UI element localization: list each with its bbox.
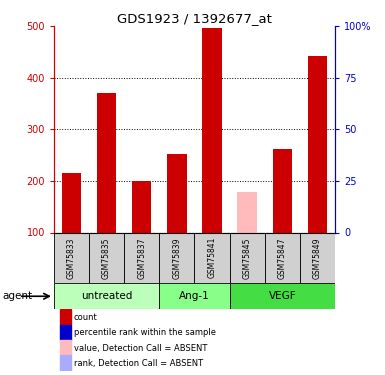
Bar [124, 232, 159, 283]
Text: GSM75835: GSM75835 [102, 237, 111, 279]
Bar [62, 173, 81, 232]
Title: GDS1923 / 1392677_at: GDS1923 / 1392677_at [117, 12, 272, 25]
Bar [159, 283, 229, 309]
Bar [229, 232, 265, 283]
Bar [264, 232, 300, 283]
Bar [60, 356, 71, 371]
Text: GSM75837: GSM75837 [137, 237, 146, 279]
Text: agent: agent [2, 291, 32, 301]
Bar [194, 232, 229, 283]
Bar [60, 340, 71, 356]
Text: Ang-1: Ang-1 [179, 291, 210, 301]
Text: GSM75841: GSM75841 [208, 237, 216, 279]
Text: GSM75839: GSM75839 [172, 237, 181, 279]
Bar [273, 149, 292, 232]
Bar [159, 232, 194, 283]
Bar [167, 154, 186, 232]
Bar [203, 28, 222, 233]
Text: value, Detection Call = ABSENT: value, Detection Call = ABSENT [74, 344, 207, 352]
Text: count: count [74, 313, 97, 322]
Bar [97, 93, 116, 232]
Bar [300, 232, 335, 283]
Bar [238, 192, 257, 232]
Text: GSM75847: GSM75847 [278, 237, 287, 279]
Bar [54, 283, 159, 309]
Bar [54, 232, 89, 283]
Text: percentile rank within the sample: percentile rank within the sample [74, 328, 216, 337]
Text: VEGF: VEGF [268, 291, 296, 301]
Text: GSM75833: GSM75833 [67, 237, 76, 279]
Bar [60, 324, 71, 340]
Bar [60, 309, 71, 324]
Bar [132, 181, 151, 232]
Text: untreated: untreated [81, 291, 132, 301]
Bar [308, 56, 327, 232]
Text: rank, Detection Call = ABSENT: rank, Detection Call = ABSENT [74, 359, 203, 368]
Bar [229, 283, 335, 309]
Text: GSM75845: GSM75845 [243, 237, 252, 279]
Bar [89, 232, 124, 283]
Text: GSM75849: GSM75849 [313, 237, 322, 279]
